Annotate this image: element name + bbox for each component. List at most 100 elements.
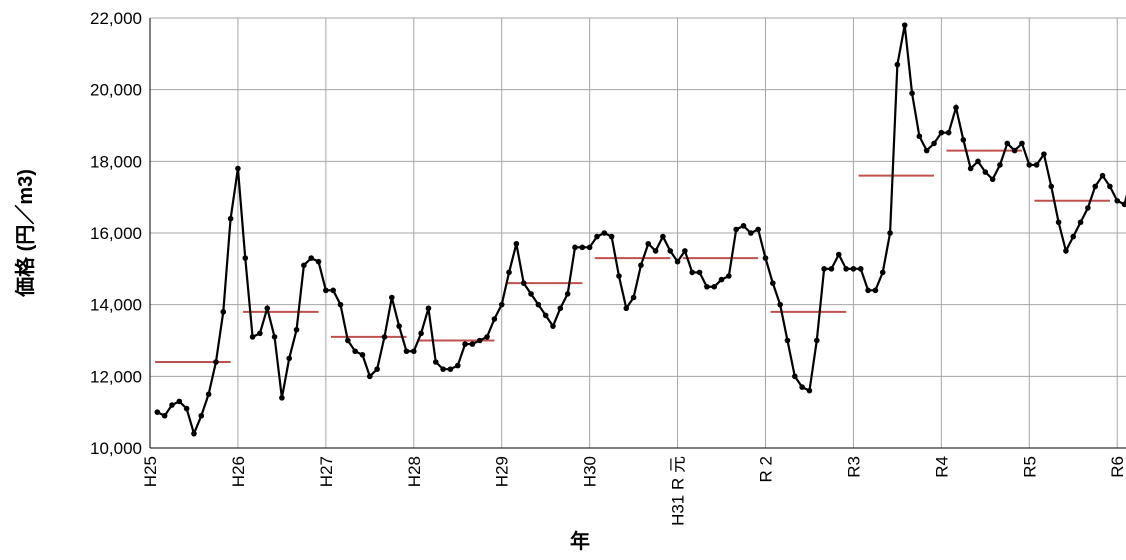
point bbox=[176, 398, 183, 405]
point bbox=[835, 251, 842, 258]
point bbox=[982, 169, 989, 175]
point bbox=[792, 373, 798, 380]
point bbox=[389, 294, 395, 301]
point bbox=[183, 405, 190, 412]
point bbox=[1099, 172, 1106, 179]
point bbox=[154, 409, 161, 415]
y-tick-label: 10,000 bbox=[90, 439, 142, 458]
point bbox=[381, 334, 388, 340]
point bbox=[279, 395, 285, 401]
point bbox=[432, 359, 439, 365]
x-tick-label: H25 bbox=[141, 456, 160, 487]
y-tick-label: 22,000 bbox=[90, 9, 142, 28]
point bbox=[227, 215, 234, 222]
point bbox=[513, 240, 520, 247]
point bbox=[894, 61, 901, 68]
point bbox=[1041, 151, 1047, 157]
point bbox=[909, 90, 915, 97]
point bbox=[586, 244, 593, 251]
point bbox=[682, 248, 688, 254]
point bbox=[726, 273, 732, 279]
point bbox=[1019, 140, 1025, 147]
point bbox=[550, 323, 556, 329]
point bbox=[213, 359, 219, 365]
line bbox=[156, 24, 1126, 437]
point bbox=[557, 305, 564, 312]
point bbox=[857, 266, 864, 272]
point bbox=[1114, 197, 1121, 204]
point bbox=[696, 269, 703, 276]
x-tick-label: H30 bbox=[581, 456, 600, 487]
point bbox=[755, 226, 761, 233]
y-tick-label: 20,000 bbox=[90, 81, 142, 100]
point bbox=[161, 412, 168, 419]
point bbox=[410, 348, 417, 355]
point bbox=[733, 226, 739, 233]
point bbox=[1121, 201, 1126, 208]
point bbox=[806, 387, 813, 394]
point bbox=[205, 391, 212, 398]
point bbox=[652, 248, 659, 254]
x-tick-label: H27 bbox=[317, 456, 336, 487]
x-axis-label: 年 bbox=[570, 529, 590, 553]
point bbox=[484, 334, 490, 340]
point bbox=[403, 348, 410, 355]
point bbox=[220, 309, 227, 315]
point bbox=[506, 269, 512, 276]
point bbox=[469, 341, 476, 347]
point bbox=[799, 384, 805, 390]
point bbox=[843, 266, 849, 272]
point bbox=[850, 266, 857, 272]
point bbox=[249, 334, 256, 340]
point bbox=[667, 248, 674, 254]
x-tick-label: H26 bbox=[229, 456, 248, 487]
point bbox=[337, 301, 344, 308]
point bbox=[623, 305, 630, 312]
point bbox=[235, 165, 241, 172]
point bbox=[1033, 162, 1040, 168]
x-tick-label: R 2 bbox=[756, 456, 775, 482]
point bbox=[770, 280, 776, 286]
point bbox=[989, 176, 996, 183]
point bbox=[447, 366, 454, 372]
point bbox=[286, 355, 293, 362]
point bbox=[301, 262, 307, 269]
x-tick-label: R4 bbox=[932, 456, 951, 478]
y-tick-label: 14,000 bbox=[90, 296, 142, 315]
point bbox=[528, 291, 534, 297]
point bbox=[1107, 183, 1113, 190]
x-tick-label: R5 bbox=[1020, 456, 1039, 478]
point bbox=[315, 258, 322, 265]
point bbox=[887, 230, 893, 236]
point bbox=[1011, 147, 1018, 154]
point bbox=[645, 240, 652, 247]
x-tick-label: R6 bbox=[1108, 456, 1126, 478]
x-tick-label: H31 R 元 bbox=[669, 456, 688, 526]
point bbox=[865, 287, 871, 294]
point bbox=[198, 412, 205, 419]
point bbox=[931, 140, 937, 147]
point bbox=[1092, 183, 1099, 190]
point bbox=[821, 266, 827, 272]
y-axis-label: 価格 (円／m3) bbox=[13, 169, 37, 298]
point bbox=[293, 326, 300, 333]
point bbox=[271, 334, 278, 340]
point bbox=[953, 104, 959, 111]
point bbox=[630, 294, 637, 301]
point bbox=[418, 330, 424, 337]
point bbox=[308, 255, 315, 261]
point bbox=[660, 233, 666, 240]
x-tick-label: R3 bbox=[844, 456, 863, 478]
point bbox=[718, 276, 725, 283]
x-tick-label: H29 bbox=[493, 456, 512, 487]
point bbox=[572, 244, 578, 251]
point bbox=[542, 312, 549, 319]
point bbox=[879, 269, 886, 276]
point bbox=[330, 287, 336, 294]
point bbox=[352, 348, 358, 355]
point bbox=[476, 337, 483, 344]
point bbox=[1055, 219, 1062, 226]
point bbox=[564, 291, 571, 297]
plot bbox=[154, 22, 1126, 437]
point bbox=[1070, 233, 1077, 240]
